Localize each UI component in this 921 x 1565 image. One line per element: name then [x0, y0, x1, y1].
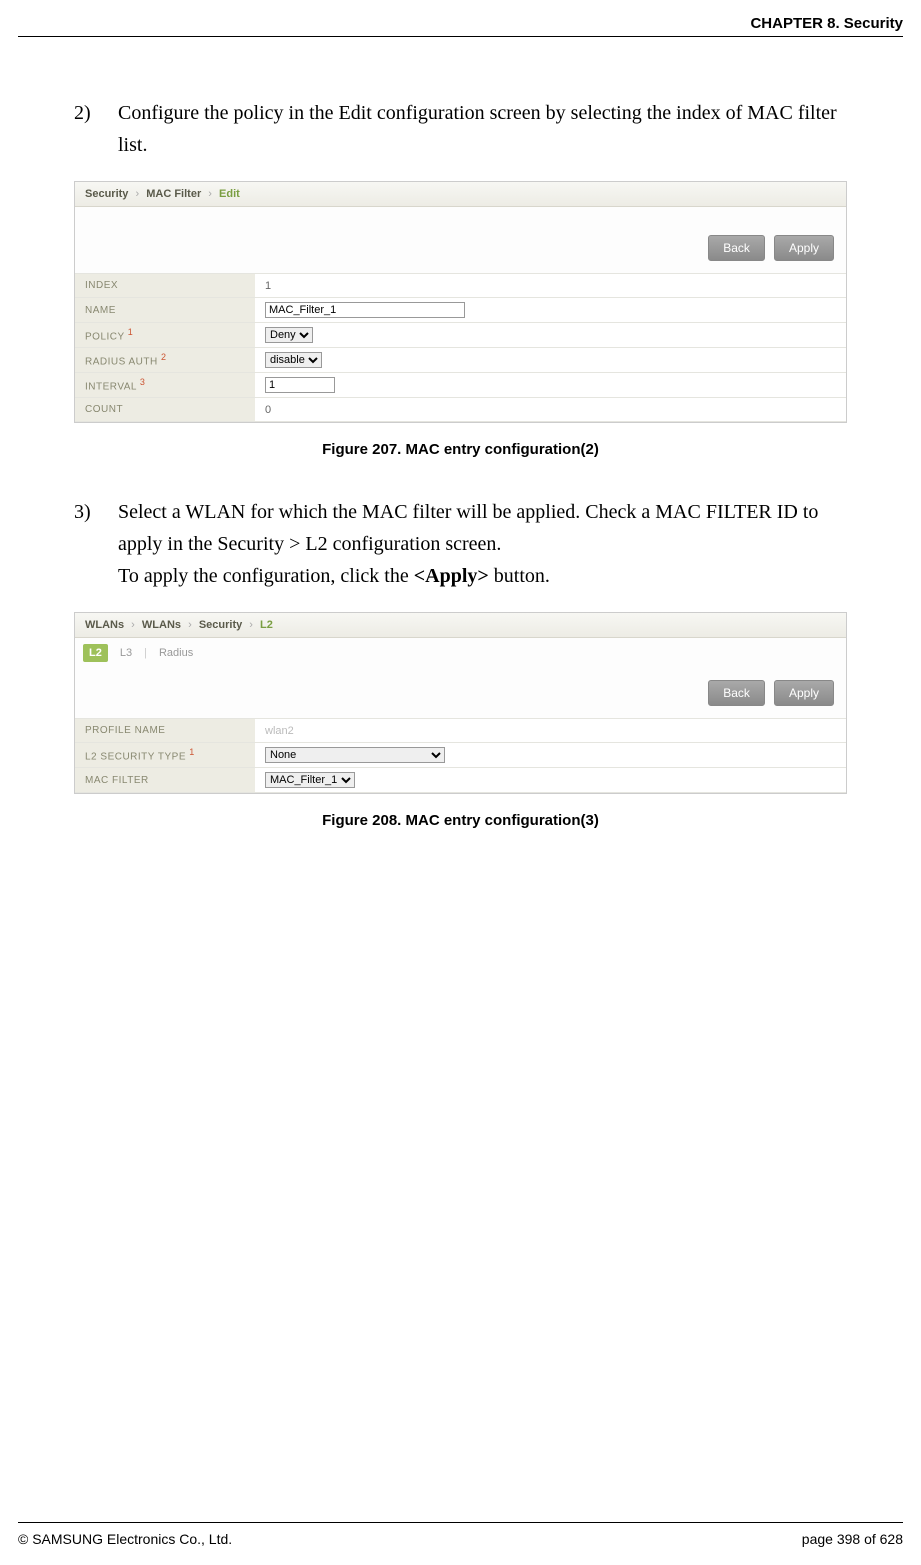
page-content: 2) Configure the policy in the Edit conf… — [18, 97, 903, 1522]
figure-207-caption: Figure 207. MAC entry configuration(2) — [74, 441, 847, 458]
name-input[interactable] — [265, 302, 465, 318]
page-header: CHAPTER 8. Security — [18, 15, 903, 37]
crumb-macfilter: MAC Filter — [146, 188, 201, 200]
profile-value: wlan2 — [255, 719, 846, 743]
macfilter-select[interactable]: MAC_Filter_1 — [265, 772, 355, 788]
tab-l2[interactable]: L2 — [83, 644, 108, 662]
interval-label: INTERVAL 3 — [75, 373, 255, 398]
figure-207-screenshot: Security › MAC Filter › Edit Back Apply … — [74, 181, 847, 423]
figure-208-screenshot: WLANs › WLANs › Security › L2 L2 L3 | Ra… — [74, 612, 847, 794]
crumb-security: Security — [199, 619, 242, 631]
config-table-207: INDEX 1 NAME POLICY 1 Deny RADIUS AUTH 2… — [75, 273, 846, 422]
macfilter-label: MAC FILTER — [75, 768, 255, 793]
crumb-sep: › — [135, 188, 139, 200]
config-table-208: PROFILE NAME wlan2 L2 SECURITY TYPE 1 No… — [75, 718, 846, 793]
l2type-label: L2 SECURITY TYPE 1 — [75, 743, 255, 768]
count-label: COUNT — [75, 398, 255, 422]
tab-radius[interactable]: Radius — [153, 644, 199, 662]
crumb-wlans1: WLANs — [85, 619, 124, 631]
crumb-wlans2: WLANs — [142, 619, 181, 631]
step-2-text: Configure the policy in the Edit configu… — [118, 97, 847, 161]
count-value: 0 — [255, 398, 846, 422]
crumb-sep: › — [208, 188, 212, 200]
radius-select[interactable]: disable — [265, 352, 322, 368]
step-2: 2) Configure the policy in the Edit conf… — [74, 97, 847, 161]
crumb-security: Security — [85, 188, 128, 200]
l2type-select[interactable]: None — [265, 747, 445, 763]
apply-button[interactable]: Apply — [774, 235, 834, 261]
breadcrumb-208: WLANs › WLANs › Security › L2 — [75, 613, 846, 638]
footer-page-number: page 398 of 628 — [802, 1531, 903, 1547]
policy-select[interactable]: Deny — [265, 327, 313, 343]
index-value: 1 — [255, 274, 846, 298]
tab-separator: | — [144, 647, 147, 659]
page-footer: © SAMSUNG Electronics Co., Ltd. page 398… — [18, 1522, 903, 1565]
tabs-208: L2 L3 | Radius — [75, 638, 846, 668]
profile-label: PROFILE NAME — [75, 719, 255, 743]
apply-button[interactable]: Apply — [774, 680, 834, 706]
step-3-number: 3) — [74, 496, 118, 592]
back-button[interactable]: Back — [708, 680, 765, 706]
step-3: 3) Select a WLAN for which the MAC filte… — [74, 496, 847, 592]
policy-label: POLICY 1 — [75, 323, 255, 348]
step-3-text: Select a WLAN for which the MAC filter w… — [118, 496, 847, 592]
tab-l3[interactable]: L3 — [114, 644, 138, 662]
crumb-sep: › — [249, 619, 253, 631]
button-bar-207: Back Apply — [75, 207, 846, 273]
radius-label: RADIUS AUTH 2 — [75, 348, 255, 373]
button-bar-208: Back Apply — [75, 668, 846, 718]
crumb-sep: › — [131, 619, 135, 631]
crumb-edit: Edit — [219, 188, 240, 200]
name-label: NAME — [75, 298, 255, 323]
crumb-l2: L2 — [260, 619, 273, 631]
interval-input[interactable] — [265, 377, 335, 393]
breadcrumb-207: Security › MAC Filter › Edit — [75, 182, 846, 207]
step-2-number: 2) — [74, 97, 118, 161]
index-label: INDEX — [75, 274, 255, 298]
crumb-sep: › — [188, 619, 192, 631]
figure-208-caption: Figure 208. MAC entry configuration(3) — [74, 812, 847, 829]
back-button[interactable]: Back — [708, 235, 765, 261]
footer-copyright: © SAMSUNG Electronics Co., Ltd. — [18, 1531, 232, 1547]
